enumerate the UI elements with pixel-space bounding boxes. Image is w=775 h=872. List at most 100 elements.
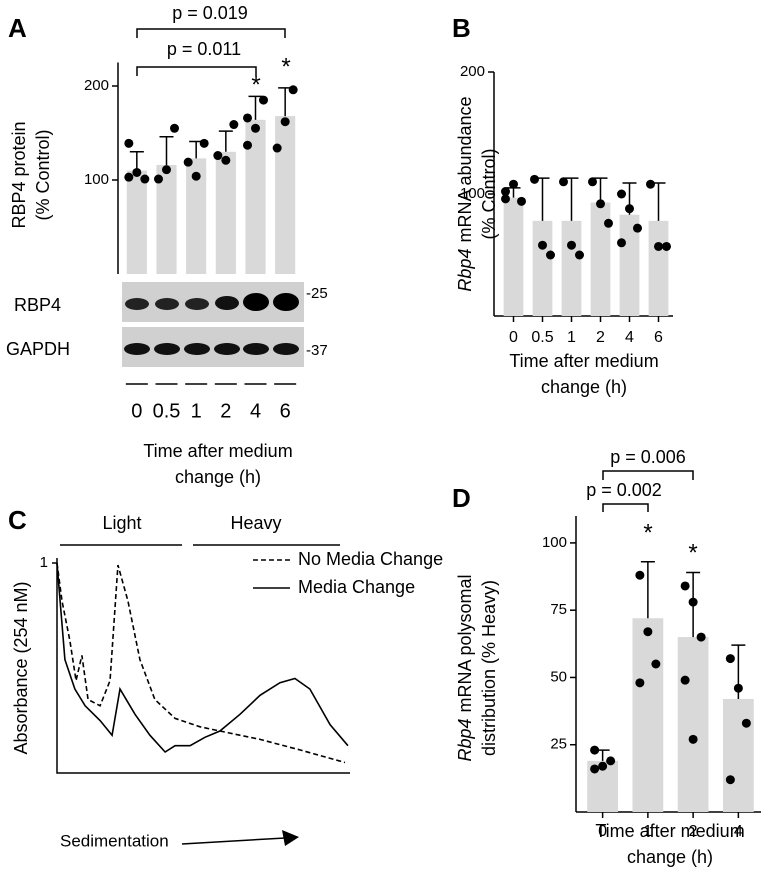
data-point [606,756,616,766]
x-tick-label: 0.5 [531,329,553,346]
x-tick-label: 1 [643,823,652,840]
data-point [501,194,510,204]
bracket [602,470,694,480]
bar [648,220,669,316]
x-tick-label: 1 [191,400,202,422]
annotation: p = 0.019 [172,3,248,23]
y-tick-label: 75 [550,601,567,618]
x-tick-label: 4 [250,400,261,422]
y-axis-label: Absorbance (254 nM) [11,581,31,754]
data-point [596,199,605,209]
y-axis-label: (% Control) [33,129,53,220]
error-bar [564,177,579,221]
data-point [662,241,671,251]
bar [722,698,754,812]
x-tick-label: 2 [220,400,231,422]
blot-marker: -37 [306,342,328,359]
bar [126,170,147,274]
panel-letter: D [452,483,471,513]
bracket [136,66,257,76]
data-point [140,174,150,184]
data-point [646,179,655,189]
arrow [181,837,286,845]
error-bar [640,560,655,619]
bar [532,220,553,316]
x-tick-label: 0.5 [153,400,181,422]
x-tick-label: 1 [567,329,576,346]
bar [186,158,207,274]
y-tick-label: 100 [460,185,485,202]
data-point [575,250,584,260]
x-tick-label: 6 [654,329,663,346]
blot [122,282,304,367]
x-tick-label: 4 [625,329,634,346]
data-point [154,174,163,184]
data-point [259,95,268,105]
blot-marker: -25 [306,285,328,302]
error-bar [248,95,263,120]
data-point [741,718,751,728]
legend-label: Media Change [298,577,415,597]
data-point [559,177,568,187]
panel-letter: A [8,13,27,43]
series-line [56,562,346,764]
data-point [229,120,239,130]
y-tick-label: 50 [550,668,567,685]
y-axis-label-gene: Rbp4 [455,249,475,292]
annotation: * [688,539,697,566]
data-point [567,240,576,250]
x-axis-label: change (h) [541,377,627,397]
bar [632,618,664,812]
data-point [124,138,134,148]
x-tick-label: 0 [131,400,142,422]
data-point [725,654,735,664]
data-point [213,151,223,161]
annotation: p = 0.006 [610,447,686,467]
x-axis-label: change (h) [627,847,713,867]
data-point [183,157,193,167]
data-point [654,241,663,251]
y-axis-label: RBP4 protein [9,121,29,228]
data-point [509,179,518,189]
y-tick-label: 100 [84,171,109,188]
error-bar [593,177,608,203]
arrow-head [282,830,299,846]
bar [275,116,296,274]
y-axis-label-gene: Rbp4 [455,719,475,762]
data-point [590,764,600,774]
data-point [651,659,661,669]
y-tick-label: 200 [84,77,109,94]
series-line [56,562,349,754]
data-point [538,240,547,250]
x-axis-label: Sedimentation [60,831,169,850]
annotation: Light [102,513,141,533]
x-axis-label: change (h) [175,467,261,487]
y-tick-label: 1 [40,554,48,571]
data-point [221,155,231,165]
data-point [243,140,252,150]
x-tick-label: 2 [596,329,605,346]
axes [56,558,350,774]
annotation: p = 0.011 [167,39,241,59]
bracket [136,28,286,38]
data-point [530,174,539,184]
x-axis-label: Time after medium [595,821,744,841]
data-point [680,581,690,591]
y-axis-label-text: mRNA polysomal [455,574,475,712]
data-point [199,138,209,148]
data-point [501,187,510,197]
data-point [625,204,634,214]
data-point [280,117,290,127]
x-tick-label: 6 [280,400,291,422]
x-tick-label: 0 [509,329,518,346]
data-point [633,223,642,233]
legend-label: No Media Change [298,549,443,569]
x-tick-label: 2 [689,823,698,840]
y-tick-label: 25 [550,736,567,753]
y-axis-label: Rbp4 mRNA abundance [455,96,475,291]
x-tick-label: 4 [734,823,743,840]
bar [561,220,582,316]
data-point [688,597,698,607]
annotation: p = 0.002 [586,480,662,500]
